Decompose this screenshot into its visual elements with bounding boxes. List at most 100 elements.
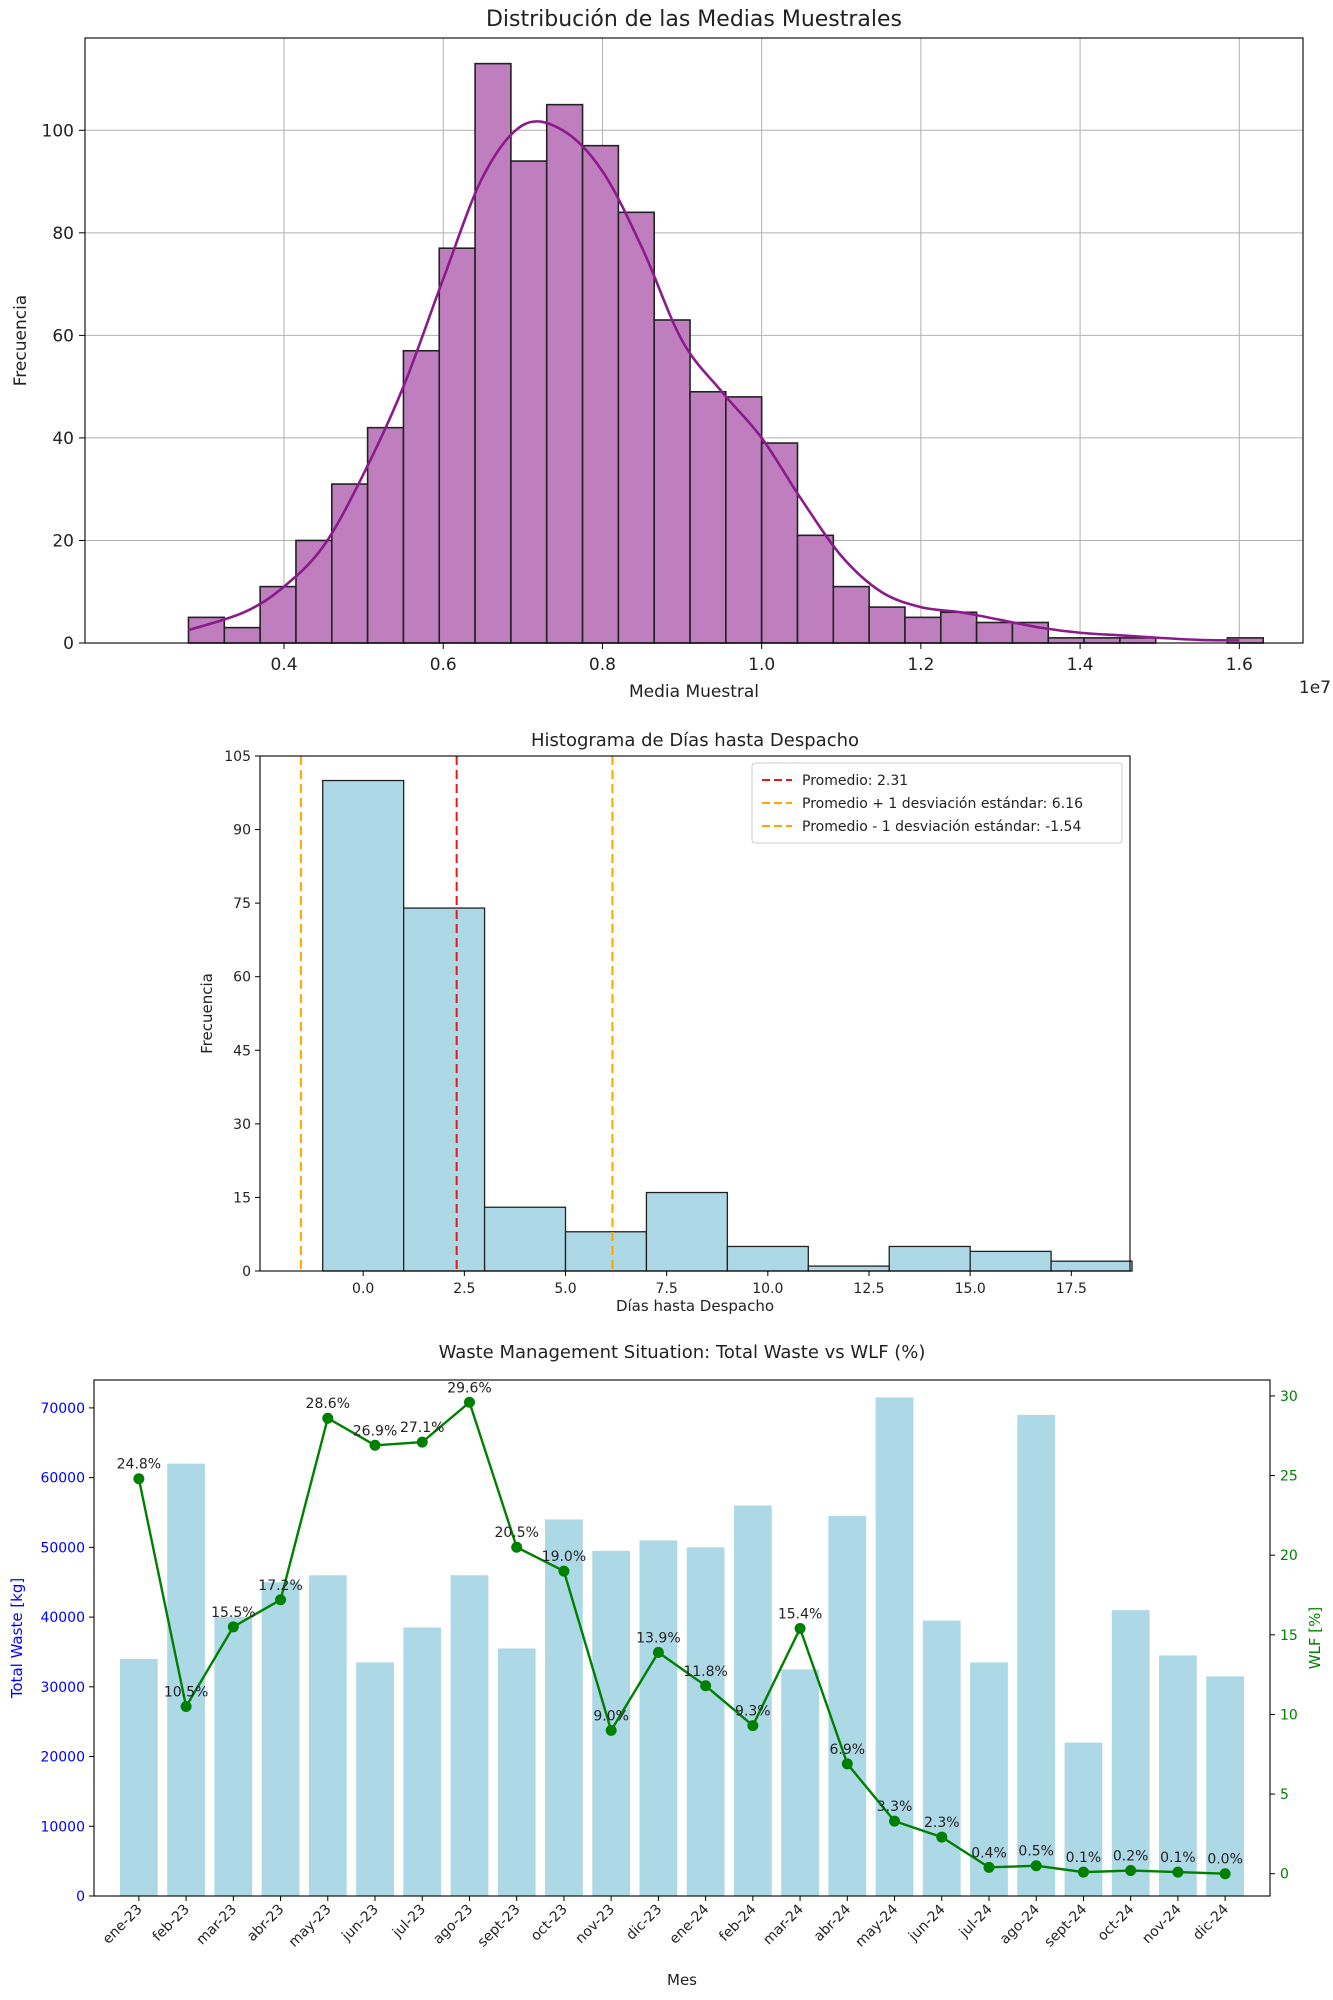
wlf-data-label: 0.2% [1113, 1849, 1149, 1865]
histogram-bar [868, 606, 906, 644]
x-tick-label: 10.0 [752, 1281, 783, 1297]
y-tick-label: 45 [233, 1043, 251, 1059]
chart-title: Histograma de Días hasta Despacho [531, 730, 859, 751]
histogram-bar [725, 396, 763, 644]
x-tick-label: 12.5 [853, 1281, 884, 1297]
wlf-point [133, 1473, 145, 1485]
wlf-point [275, 1594, 287, 1606]
histogram-bar [510, 160, 548, 644]
x-tick-label: jun-24 [905, 1901, 949, 1945]
histogram-bar [403, 907, 486, 1272]
x-tick-label: ene-24 [667, 1901, 713, 1947]
waste-bar [167, 1463, 205, 1896]
y2-tick-label: 0 [1280, 1867, 1289, 1883]
x-tick-label: 2.5 [453, 1281, 475, 1297]
y-tick-label: 50000 [40, 1540, 85, 1556]
histogram-bar [653, 319, 691, 644]
x-tick-label: 1.0 [748, 655, 775, 675]
x-tick-label: feb-23 [150, 1902, 193, 1945]
y-tick-label: 20000 [40, 1750, 85, 1766]
waste-bar [639, 1540, 678, 1896]
y2-tick-label: 30 [1280, 1389, 1298, 1405]
x-tick-label: jul-24 [956, 1901, 996, 1941]
x-tick-label: sept-23 [475, 1902, 524, 1951]
waste-bar [119, 1658, 158, 1896]
x-tick-label: abr-24 [811, 1901, 854, 1944]
histogram-bar [402, 349, 441, 644]
histogram-bar [366, 426, 405, 644]
histogram-bar [564, 1231, 648, 1272]
wlf-data-label: 28.6% [306, 1396, 350, 1412]
y-tick-label: 40000 [40, 1610, 85, 1626]
wlf-data-label: 26.9% [353, 1423, 397, 1439]
legend: Promedio: 2.31 Promedio + 1 desviación es… [751, 762, 1123, 844]
waste-bar [450, 1575, 489, 1896]
histogram-bar [438, 247, 476, 644]
waste-bar [403, 1627, 442, 1896]
wlf-data-label: 11.8% [683, 1664, 727, 1680]
wlf-data-label: 0.0% [1207, 1852, 1243, 1868]
waste-bar [686, 1547, 725, 1896]
x-tick-label: may-23 [286, 1902, 335, 1951]
plot-frame [259, 755, 1131, 1272]
histogram-bar [832, 585, 870, 644]
waste-bar [1017, 1414, 1056, 1896]
waste-bar [214, 1617, 253, 1896]
wlf-data-label: 13.9% [636, 1630, 680, 1646]
wlf-point [1077, 1866, 1089, 1878]
x-tick-label: nov-23 [573, 1902, 618, 1947]
x-axis-label: Media Muestral [629, 682, 759, 700]
y-tick-label: 0 [242, 1264, 251, 1280]
wlf-data-label: 24.8% [117, 1457, 161, 1473]
kde-curve [188, 120, 1240, 642]
histogram-bar [474, 62, 512, 644]
waste-bar [308, 1575, 347, 1896]
waste-bar [261, 1582, 300, 1896]
wlf-data-label: 9.0% [593, 1708, 629, 1724]
histogram-bar [807, 1265, 890, 1272]
x-axis-label: Mes [667, 1971, 697, 1989]
histogram-bar [322, 779, 405, 1272]
wlf-point [794, 1622, 806, 1634]
histogram-bar [888, 1245, 971, 1272]
histogram-bar [1083, 637, 1121, 644]
y2-tick-label: 20 [1280, 1548, 1298, 1564]
x-tick-label: 0.8 [589, 655, 616, 675]
wlf-point [416, 1436, 428, 1448]
legend-box [751, 762, 1123, 844]
chart-dispatch-days: 0.0 2.5 5.0 7.5 10.0 12.5 15.0 17.5 0 15 30 45 60 75 9… [198, 730, 1133, 1315]
x-tick-label: 1.4 [1067, 655, 1094, 675]
wlf-point [369, 1439, 381, 1451]
wlf-point [700, 1680, 712, 1692]
y-tick-label: 70000 [40, 1401, 85, 1417]
wlf-data-label: 15.4% [778, 1606, 822, 1622]
wlf-point [747, 1720, 759, 1732]
waste-bar [875, 1397, 914, 1896]
x-tick-label: ago-24 [997, 1901, 1043, 1947]
x-tick-label: 7.5 [656, 1281, 678, 1297]
y-tick-label: 90 [233, 823, 251, 839]
wlf-data-label: 10.5% [164, 1684, 208, 1700]
wlf-point [841, 1758, 853, 1770]
x-tick-label: jul-23 [389, 1902, 429, 1942]
wlf-data-label: 0.1% [1066, 1850, 1102, 1866]
histogram-bar [1119, 637, 1157, 644]
y-axis-label: Frecuencia [198, 973, 216, 1054]
legend-label: Promedio - 1 desviación estándar: -1.54 [802, 819, 1081, 835]
waste-bar [828, 1515, 867, 1896]
waste-bar [356, 1662, 394, 1896]
histogram-bar [939, 611, 978, 644]
waste-bar [497, 1648, 536, 1896]
histogram-bar [726, 1245, 809, 1272]
plot-frame [84, 37, 1304, 644]
y-tick-label: 75 [233, 896, 251, 912]
x-tick-label: 0.4 [270, 655, 297, 675]
y-tick-label: 10000 [40, 1819, 85, 1835]
x-tick-label: may-24 [852, 1901, 901, 1950]
wlf-data-label: 15.5% [211, 1605, 255, 1621]
y2-tick-label: 10 [1280, 1707, 1298, 1723]
histogram-bar [760, 442, 799, 644]
histogram-bar [969, 1250, 1052, 1272]
y-tick-label: 80 [52, 224, 74, 244]
